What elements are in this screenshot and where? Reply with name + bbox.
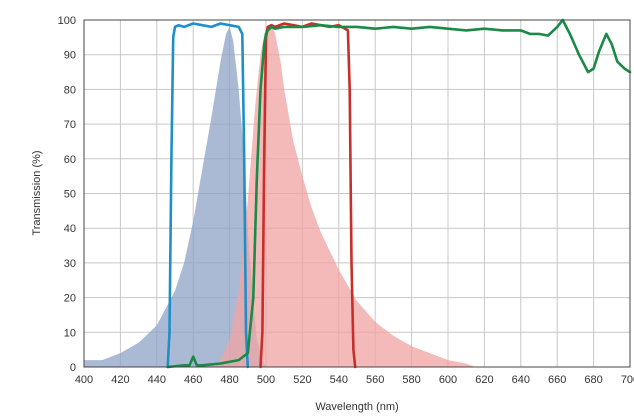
- y-tick-label: 80: [64, 84, 76, 96]
- x-tick-label: 640: [512, 374, 530, 386]
- x-tick-label: 600: [439, 374, 457, 386]
- x-tick-label: 420: [111, 374, 129, 386]
- x-tick-labels: 400 420 440 460 480 500 520 540 560 580 600 620 640 6…: [75, 374, 634, 386]
- y-tick-label: 90: [64, 50, 76, 62]
- plot-frame: [83, 19, 631, 368]
- x-tick-label: 500: [257, 374, 275, 386]
- y-tick-label: 100: [58, 15, 76, 27]
- y-tick-label: 0: [70, 362, 76, 374]
- series-area-red-fill: [211, 23, 476, 367]
- x-tick-label: 660: [548, 374, 566, 386]
- y-tick-label: 40: [64, 223, 76, 235]
- filled-spectra: [84, 23, 476, 368]
- x-tick-label: 680: [584, 374, 602, 386]
- y-axis-label: Transmission (%): [31, 150, 43, 235]
- series-line-blue-line: [166, 22, 250, 369]
- y-tick-label: 70: [64, 119, 76, 131]
- x-tick-label: 620: [475, 374, 493, 386]
- x-tick-label: 440: [148, 374, 166, 386]
- grid-lines: [83, 19, 631, 368]
- y-tick-labels: 0 10 20 30 40 50 60 70 80 90 100: [58, 15, 76, 374]
- series-area-blue-fill: [84, 26, 266, 368]
- y-tick-label: 50: [64, 189, 76, 201]
- x-axis-label: Wavelength (nm): [315, 401, 398, 413]
- y-tick-label: 10: [64, 327, 76, 339]
- x-tick-label: 560: [366, 374, 384, 386]
- x-tick-label: 700: [621, 374, 634, 386]
- x-tick-label: 520: [293, 374, 311, 386]
- x-tick-label: 580: [402, 374, 420, 386]
- x-tick-label: 540: [330, 374, 348, 386]
- y-tick-label: 20: [64, 293, 76, 305]
- x-tick-label: 480: [220, 374, 238, 386]
- y-tick-label: 30: [64, 258, 76, 270]
- filter-curves: [166, 18, 632, 369]
- x-tick-label: 460: [184, 374, 202, 386]
- series-line-green-line: [166, 18, 632, 369]
- y-tick-label: 60: [64, 154, 76, 166]
- x-tick-label: 400: [75, 374, 93, 386]
